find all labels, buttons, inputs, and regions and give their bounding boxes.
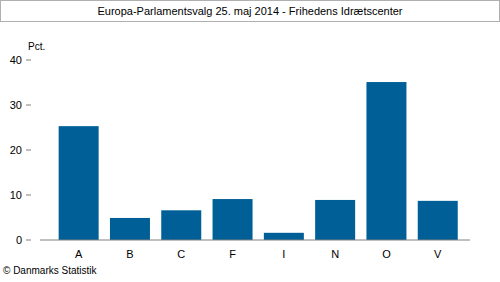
y-tick xyxy=(26,150,31,151)
title: Europa-Parlamentsvalg 25. maj 2014 - Fri… xyxy=(97,5,402,17)
y-axis-label: Pct. xyxy=(28,41,45,52)
x-tick-label: F xyxy=(229,248,236,260)
bar xyxy=(213,199,253,240)
x-tick-label: C xyxy=(177,248,185,260)
x-tick-label: O xyxy=(382,248,391,260)
y-tick-label: 30 xyxy=(10,99,22,111)
y-tick-label: 0 xyxy=(16,234,22,246)
bar xyxy=(366,82,406,240)
x-tick-label: B xyxy=(126,248,133,260)
x-tick-label: I xyxy=(282,248,285,260)
x-tick-label: V xyxy=(434,248,442,260)
y-tick-label: 10 xyxy=(10,189,22,201)
x-axis xyxy=(40,240,470,241)
title-frame xyxy=(1,1,500,22)
bar xyxy=(161,210,201,240)
bar xyxy=(315,200,355,240)
x-tick-label: N xyxy=(331,248,339,260)
chart-container: Europa-Parlamentsvalg 25. maj 2014 - Fri… xyxy=(0,0,500,282)
x-tick-label: A xyxy=(75,248,83,260)
chart-svg: Europa-Parlamentsvalg 25. maj 2014 - Fri… xyxy=(0,0,500,282)
y-tick-label: 40 xyxy=(10,54,22,66)
y-axis xyxy=(31,60,32,240)
bar xyxy=(59,126,99,240)
y-tick-label: 20 xyxy=(10,144,22,156)
bars xyxy=(59,82,458,240)
y-tick xyxy=(26,60,31,61)
y-tick xyxy=(26,105,31,106)
source-note: © Danmarks Statistik xyxy=(3,265,98,276)
bar xyxy=(264,233,304,240)
bar xyxy=(110,218,150,240)
y-tick xyxy=(26,240,31,241)
bar xyxy=(418,201,458,240)
y-tick xyxy=(26,195,31,196)
